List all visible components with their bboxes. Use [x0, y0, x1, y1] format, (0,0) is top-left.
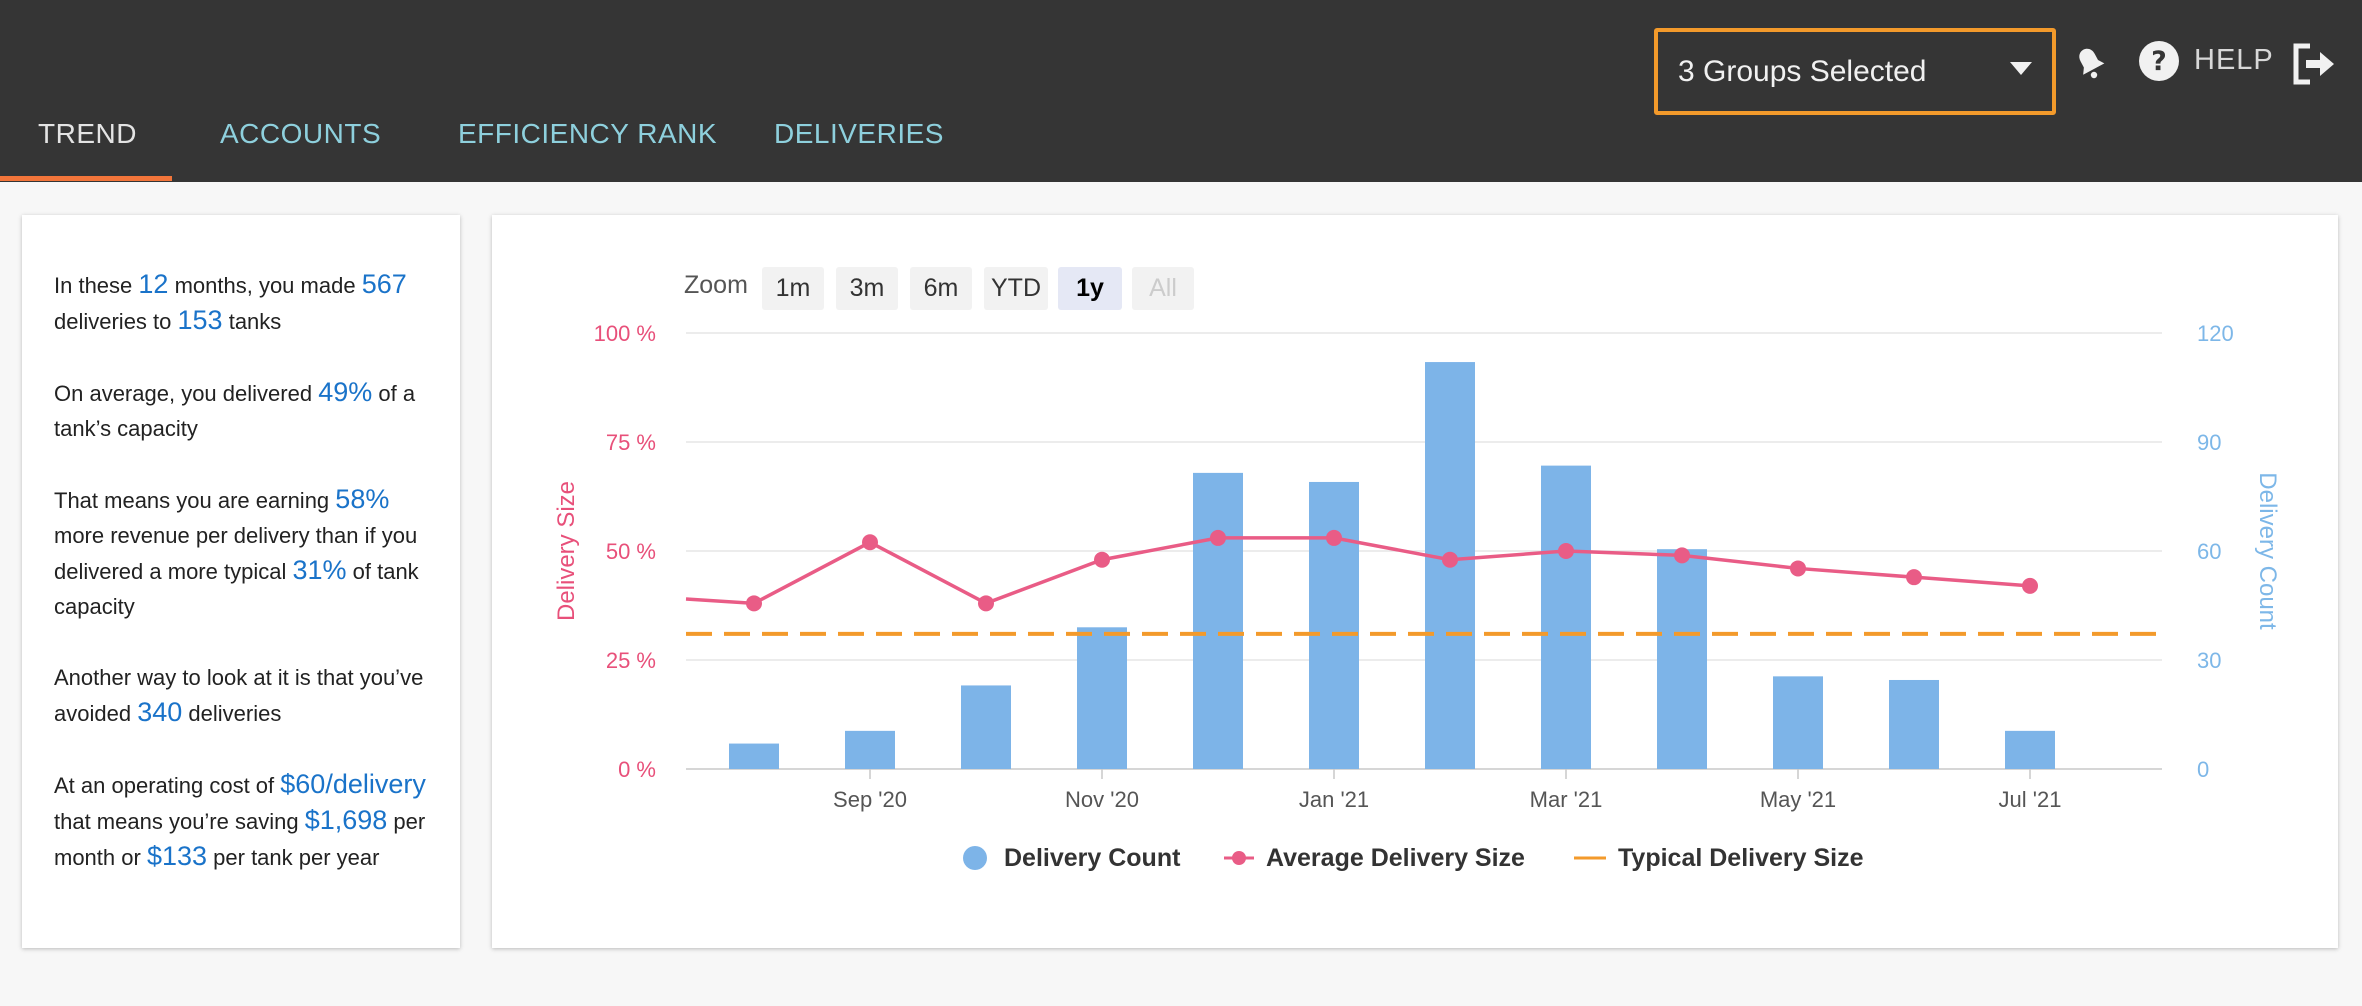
average-delivery-size-point — [1094, 551, 1110, 568]
x-tick-label: Mar '21 — [1530, 787, 1603, 812]
delivery-count-bar — [845, 730, 895, 769]
logout-icon[interactable] — [2290, 40, 2338, 88]
delivery-count-bar — [1309, 481, 1359, 769]
zoom-6m-button[interactable]: 6m — [910, 267, 972, 310]
average-delivery-size-point — [978, 595, 994, 612]
tab-trend[interactable]: TREND — [38, 118, 137, 149]
average-delivery-size-point — [1442, 551, 1458, 568]
summary-average: On average, you delivered 49% of a tank’… — [54, 377, 416, 441]
y-left-tick-label: 25 % — [606, 648, 656, 673]
chevron-down-icon — [2010, 62, 2032, 75]
svg-text:?: ? — [2151, 46, 2167, 77]
y-left-tick-label: 75 % — [606, 430, 656, 455]
average-delivery-size-point — [1210, 529, 1226, 546]
tab-efficiency-rank[interactable]: EFFICIENCY RANK — [458, 118, 718, 149]
average-delivery-size-point — [1906, 569, 1922, 586]
y-right-axis-title: Delivery Count — [2254, 472, 2281, 630]
summary-revenue: That means you are earning 58% more reve… — [54, 484, 419, 619]
delivery-count-bar — [1077, 627, 1127, 769]
summary-panel: In these 12 months, you made 567 deliver… — [22, 215, 460, 948]
zoom-label: Zoom — [684, 271, 748, 299]
group-select-dropdown[interactable]: 3 Groups Selected — [1654, 28, 2056, 115]
delivery-count-bar — [2005, 730, 2055, 769]
y-left-tick-label: 50 % — [606, 539, 656, 564]
average-delivery-size-point — [1558, 543, 1574, 559]
y-left-tick-label: 0 % — [618, 757, 656, 782]
legend-line-icon — [1224, 851, 1254, 865]
cost-value: $60/delivery — [280, 769, 426, 799]
zoom-ytd-button[interactable]: YTD — [984, 267, 1048, 310]
x-tick-label: Jan '21 — [1299, 787, 1369, 812]
legend-average-delivery-size[interactable]: Average Delivery Size — [1222, 843, 1525, 873]
saving-value: $1,698 — [304, 805, 388, 835]
average-delivery-size-point — [1674, 547, 1690, 564]
average-delivery-size-point — [1790, 560, 1806, 577]
trend-chart-card: Zoom 1m 3m 6m YTD 1y All 100 % 75 % 50 % 25… — [492, 215, 2338, 948]
y-left-tick-label: 100 % — [594, 321, 656, 346]
x-tick-label: May '21 — [1760, 787, 1836, 812]
legend-typical-delivery-size[interactable]: Typical Delivery Size — [1572, 843, 1864, 873]
average-delivery-size-point — [862, 534, 878, 551]
legend-delivery-count[interactable]: Delivery Count — [960, 843, 1180, 873]
help-link[interactable]: HELP — [2194, 44, 2274, 76]
zoom-3m-button[interactable]: 3m — [836, 267, 898, 310]
y-right-tick-label: 120 — [2197, 321, 2234, 346]
zoom-all-button: All — [1132, 267, 1194, 310]
group-select-label: 3 Groups Selected — [1678, 54, 1927, 88]
summary-avoided: Another way to look at it is that you’ve… — [54, 665, 424, 727]
deliveries-value: 567 — [361, 269, 407, 299]
delivery-count-bar — [961, 685, 1011, 769]
zoom-1y-button[interactable]: 1y — [1058, 267, 1122, 310]
avoided-value: 340 — [137, 697, 183, 727]
delivery-count-bar — [1889, 679, 1939, 769]
main-tabs: TREND ACCOUNTS EFFICIENCY RANK DELIVERIE… — [0, 100, 1100, 182]
summary-savings: At an operating cost of $60/delivery tha… — [54, 769, 426, 871]
summary-deliveries: In these 12 months, you made 567 deliver… — [54, 269, 407, 335]
tab-accounts[interactable]: ACCOUNTS — [220, 118, 382, 149]
top-navigation-bar: 3 Groups Selected ? HELP TREND ACCOUNTS … — [0, 0, 2362, 182]
y-right-tick-label: 90 — [2197, 430, 2221, 455]
legend-dash-icon — [1574, 856, 1606, 860]
revenue-pct-value: 58% — [335, 484, 390, 514]
zoom-1m-button[interactable]: 1m — [762, 267, 824, 310]
delivery-count-bar — [1657, 549, 1707, 769]
bell-icon[interactable] — [2070, 42, 2110, 82]
tab-deliveries[interactable]: DELIVERIES — [774, 118, 944, 149]
delivery-count-bar — [1193, 472, 1243, 769]
per-tank-value: $133 — [146, 841, 208, 871]
y-left-axis-title: Delivery Size — [553, 481, 580, 621]
legend-dot-icon — [963, 846, 987, 870]
y-right-tick-label: 30 — [2197, 648, 2221, 673]
help-icon[interactable]: ? — [2138, 40, 2180, 82]
typical-pct-value: 31% — [292, 555, 347, 585]
average-delivery-size-point — [2022, 577, 2038, 594]
average-pct-value: 49% — [318, 377, 373, 407]
x-tick-label: Sep '20 — [833, 787, 907, 812]
delivery-count-bar — [1773, 676, 1823, 769]
tanks-value: 153 — [177, 305, 223, 335]
x-tick-label: Jul '21 — [1999, 787, 2062, 812]
active-tab-indicator — [0, 176, 172, 181]
trend-chart: 100 % 75 % 50 % 25 % 0 % 120 90 60 30 0 Delivery S… — [553, 321, 2281, 812]
x-tick-label: Nov '20 — [1065, 787, 1139, 812]
delivery-count-bar — [1541, 465, 1591, 769]
average-delivery-size-point — [1326, 529, 1342, 546]
delivery-count-bar — [729, 743, 779, 769]
average-delivery-size-point — [746, 595, 762, 612]
y-right-tick-label: 0 — [2197, 757, 2209, 782]
chart-legend: Delivery Count Average Delivery Size Typ… — [492, 843, 2338, 883]
y-right-tick-label: 60 — [2197, 539, 2221, 564]
months-value: 12 — [138, 269, 169, 299]
